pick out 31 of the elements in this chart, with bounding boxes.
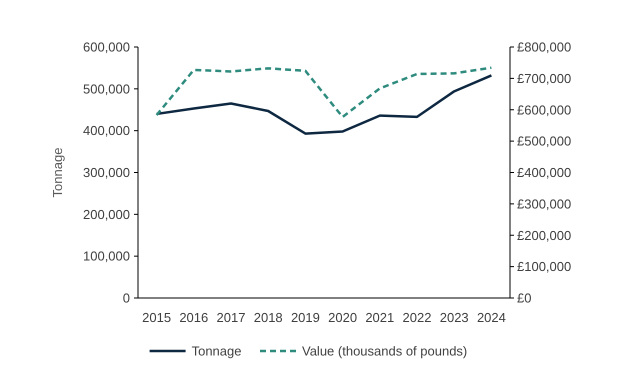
y2-tick-label: £100,000: [517, 259, 572, 274]
y2-tick-label: £800,000: [517, 40, 572, 55]
legend-label: Value (thousands of pounds): [302, 344, 468, 359]
y-tick-label: 600,000: [83, 40, 130, 55]
x-tick-label: 2017: [216, 310, 246, 325]
x-tick-label: 2020: [328, 310, 358, 325]
x-tick-label: 2024: [476, 310, 506, 325]
x-tick-label: 2015: [142, 310, 172, 325]
x-tick-label: 2021: [365, 310, 394, 325]
y2-tick-label: £0: [517, 290, 532, 306]
y2-tick-label: £300,000: [517, 196, 572, 212]
y-tick-label: 200,000: [83, 206, 130, 222]
line-series: [155, 74, 493, 135]
line-series: [155, 66, 493, 118]
x-tick-label: 2018: [254, 310, 283, 325]
y-tick-label: 400,000: [83, 123, 130, 138]
y2-tick-label: £500,000: [517, 134, 572, 149]
x-tick-label: 2019: [290, 310, 320, 325]
y-axis-title: Tonnage: [50, 148, 65, 198]
y-tick-label: 500,000: [83, 81, 130, 96]
x-tick-label: 2023: [440, 310, 469, 325]
y-tick-label: 300,000: [83, 165, 130, 180]
x-tick-label: 2016: [179, 310, 208, 325]
y2-tick-label: £200,000: [517, 228, 572, 243]
x-tick-label: 2022: [402, 310, 432, 325]
legend-label: Tonnage: [192, 344, 242, 359]
y-tick-label: 100,000: [83, 248, 130, 264]
y-tick-label: 0: [122, 290, 130, 306]
y2-tick-label: £400,000: [517, 165, 572, 180]
y2-tick-label: £600,000: [517, 102, 572, 118]
y2-tick-label: £700,000: [517, 70, 572, 86]
